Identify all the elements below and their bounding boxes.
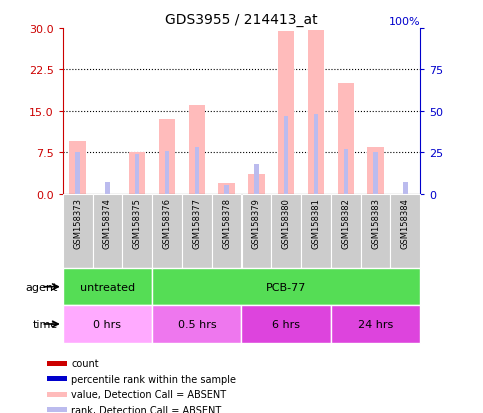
Bar [331,306,420,343]
Bar [338,84,354,194]
Bar [212,194,242,268]
Bar [308,31,324,194]
Bar [242,194,271,268]
Bar [159,120,175,194]
Bar [63,194,93,268]
Text: 100%: 100% [389,17,420,27]
Bar [152,268,420,306]
Text: GSM158377: GSM158377 [192,198,201,249]
Text: percentile rank within the sample: percentile rank within the sample [71,374,236,384]
Text: GSM158374: GSM158374 [103,198,112,249]
Bar [278,32,294,194]
Text: GSM158373: GSM158373 [73,198,82,249]
Bar [152,194,182,268]
Text: agent: agent [26,282,58,292]
Text: GSM158379: GSM158379 [252,198,261,249]
Bar [284,116,288,194]
Text: time: time [33,319,58,329]
Bar [105,183,110,194]
Bar [70,142,86,194]
Bar [75,153,80,194]
Bar [361,194,390,268]
Text: GSM158382: GSM158382 [341,198,350,249]
Bar [47,407,67,412]
Bar [225,186,229,194]
Bar [152,306,242,343]
Bar [331,194,361,268]
Bar [47,392,67,397]
Bar [403,183,408,194]
Text: PCB-77: PCB-77 [266,282,306,292]
Text: GSM158384: GSM158384 [401,198,410,249]
Text: rank, Detection Call = ABSENT: rank, Detection Call = ABSENT [71,405,221,413]
Text: GSM158375: GSM158375 [133,198,142,249]
Bar [368,147,384,194]
Bar [254,164,258,194]
Text: GSM158376: GSM158376 [163,198,171,249]
Bar [63,268,152,306]
Bar [93,194,122,268]
Bar [343,150,348,194]
Text: 6 hrs: 6 hrs [272,319,300,329]
Bar [47,377,67,382]
Text: value, Detection Call = ABSENT: value, Detection Call = ABSENT [71,389,226,399]
Bar [271,194,301,268]
Text: 0.5 hrs: 0.5 hrs [178,319,216,329]
Bar [189,106,205,194]
Text: untreated: untreated [80,282,135,292]
Bar [135,154,140,194]
Text: GSM158383: GSM158383 [371,198,380,249]
Bar [122,194,152,268]
Bar [63,306,152,343]
Text: 24 hrs: 24 hrs [358,319,393,329]
Bar [373,153,378,194]
Bar [314,115,318,194]
Bar [165,151,169,194]
Bar [242,306,331,343]
Bar [129,153,145,194]
Text: count: count [71,358,99,368]
Bar [301,194,331,268]
Bar [47,361,67,366]
Bar [248,175,265,194]
Text: GSM158380: GSM158380 [282,198,291,249]
Text: 0 hrs: 0 hrs [94,319,121,329]
Text: GSM158378: GSM158378 [222,198,231,249]
Title: GDS3955 / 214413_at: GDS3955 / 214413_at [165,12,318,26]
Bar [218,183,235,194]
Bar [390,194,420,268]
Text: GSM158381: GSM158381 [312,198,320,249]
Bar [182,194,212,268]
Bar [195,148,199,194]
